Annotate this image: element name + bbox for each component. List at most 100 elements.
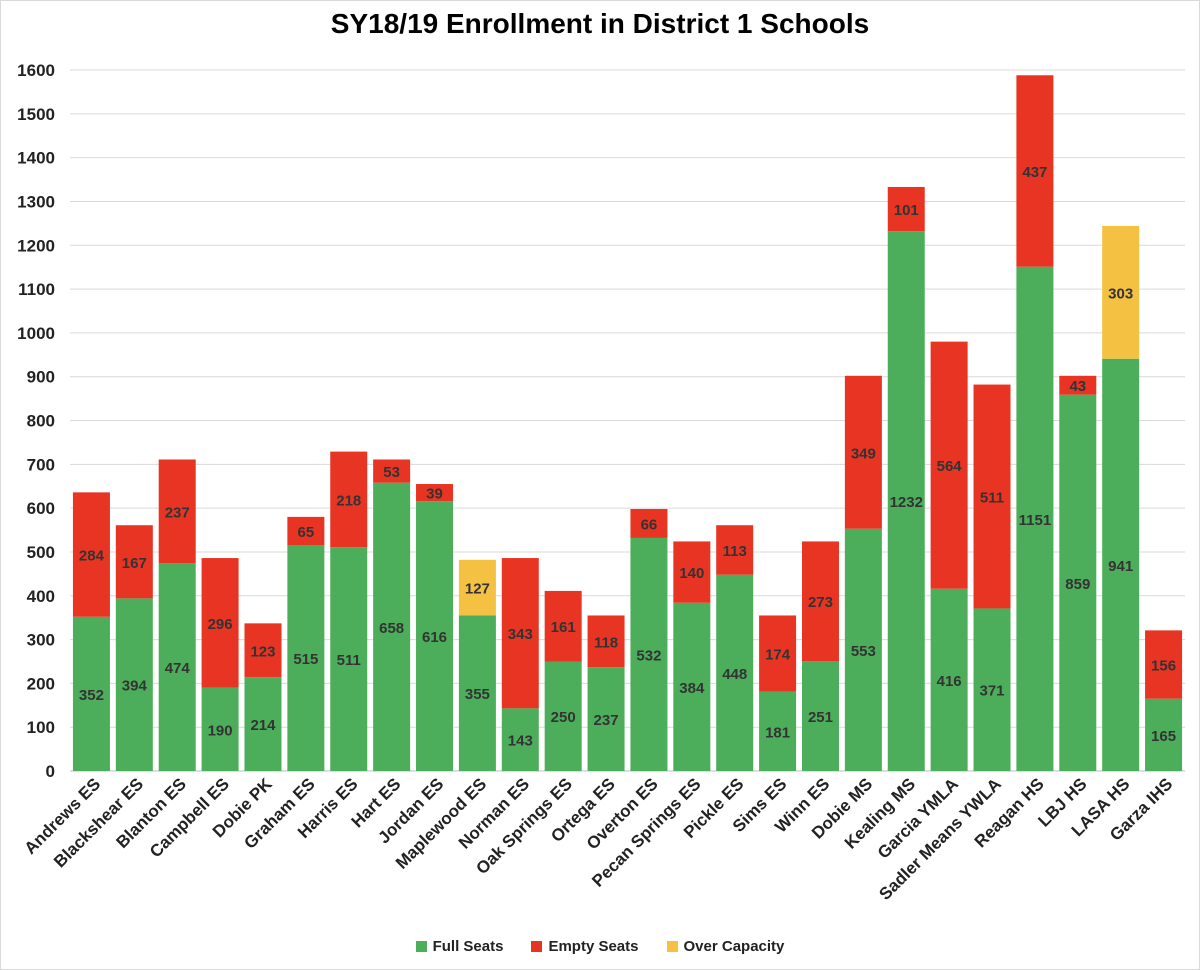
y-tick-label: 0 <box>46 762 55 781</box>
legend: Full Seats Empty Seats Over Capacity <box>0 938 1200 955</box>
data-label: 474 <box>165 660 191 677</box>
bar-full-seats <box>416 501 454 771</box>
bar-over-capacity <box>458 559 496 616</box>
data-label: 352 <box>79 687 104 704</box>
data-label: 65 <box>298 524 315 541</box>
bar-full-seats <box>1102 358 1140 771</box>
data-label: 553 <box>851 643 876 660</box>
data-label: 859 <box>1065 576 1090 593</box>
bar-empty-seats <box>115 525 153 599</box>
bar-full-seats <box>501 708 539 771</box>
bar-empty-seats <box>759 615 797 692</box>
bar-full-seats <box>458 615 496 771</box>
bar-full-seats <box>1145 698 1183 771</box>
legend-item-full-seats: Full Seats <box>415 938 504 955</box>
data-label: 511 <box>980 490 1004 507</box>
bar-full-seats <box>330 547 368 771</box>
data-label: 39 <box>426 486 443 503</box>
bar-full-seats <box>630 537 668 771</box>
data-label: 616 <box>422 629 447 646</box>
y-tick-label: 1100 <box>18 280 55 299</box>
legend-swatch-empty-seats <box>531 941 543 952</box>
data-label: 394 <box>122 678 148 695</box>
data-label: 349 <box>851 445 876 462</box>
data-label: 165 <box>1151 728 1176 745</box>
data-label: 167 <box>122 555 147 572</box>
bar-full-seats <box>72 616 110 771</box>
data-label: 156 <box>1151 658 1176 675</box>
y-tick-label: 200 <box>27 674 55 693</box>
legend-item-over-capacity: Over Capacity <box>666 938 785 955</box>
bar-full-seats <box>759 691 797 771</box>
bar-full-seats <box>244 677 282 771</box>
y-tick-label: 1200 <box>17 236 55 255</box>
legend-swatch-full-seats <box>415 941 427 952</box>
bar-empty-seats <box>287 516 325 546</box>
bar-full-seats <box>973 608 1011 771</box>
y-tick-label: 1500 <box>17 105 55 124</box>
chart-plot: 0 100 200 300 400 500 600 700 800 900 1000 1100 1200… <box>17 61 1185 904</box>
data-label: 118 <box>594 634 618 651</box>
data-label: 416 <box>937 673 962 690</box>
bar-full-seats <box>587 667 625 771</box>
bar-empty-seats <box>630 509 668 538</box>
data-label: 515 <box>293 651 318 668</box>
bar-empty-seats <box>716 525 754 575</box>
chart-title: SY18/19 Enrollment in District 1 Schools <box>330 8 870 39</box>
bar-full-seats <box>201 687 239 771</box>
bar-full-seats <box>673 602 711 771</box>
y-tick-label: 1400 <box>17 149 55 168</box>
bar-empty-seats <box>1016 75 1054 267</box>
data-label: 113 <box>723 543 747 560</box>
data-label: 66 <box>641 516 658 533</box>
bar-empty-seats <box>201 558 239 688</box>
data-label: 174 <box>765 647 791 664</box>
bar-empty-seats <box>244 623 282 678</box>
bar-full-seats <box>887 231 925 772</box>
legend-item-empty-seats: Empty Seats <box>531 938 639 955</box>
bar-empty-seats <box>330 451 368 548</box>
data-label: 941 <box>1108 558 1133 575</box>
bar-full-seats <box>373 482 411 771</box>
y-tick-label: 800 <box>27 412 55 431</box>
bar-full-seats <box>158 563 196 771</box>
data-label: 53 <box>383 464 400 481</box>
data-label: 140 <box>679 565 704 582</box>
y-tick-label: 1300 <box>17 192 55 211</box>
data-label: 218 <box>336 492 361 509</box>
bar-full-seats <box>1059 394 1097 771</box>
bar-empty-seats <box>416 484 454 502</box>
bar-empty-seats <box>1059 375 1097 395</box>
bar-full-seats <box>1016 266 1054 771</box>
legend-label-full-seats: Full Seats <box>432 938 504 955</box>
bar-empty-seats <box>673 541 711 603</box>
data-label: 511 <box>337 652 361 669</box>
y-tick-label: 100 <box>27 718 55 737</box>
bar-over-capacity <box>1102 225 1140 359</box>
legend-swatch-over-capacity <box>666 941 678 952</box>
bar-full-seats <box>115 598 153 771</box>
bar-full-seats <box>930 588 968 771</box>
bar-empty-seats <box>973 384 1011 609</box>
bar-full-seats <box>801 661 839 771</box>
y-tick-label: 600 <box>27 499 55 518</box>
bar-full-seats <box>716 574 754 771</box>
bar-empty-seats <box>72 492 110 617</box>
y-tick-label: 400 <box>27 587 55 606</box>
legend-label-over-capacity: Over Capacity <box>683 938 785 955</box>
data-label: 1232 <box>890 494 923 511</box>
data-label: 43 <box>1069 378 1086 395</box>
data-label: 143 <box>508 733 533 750</box>
data-label: 371 <box>980 683 1005 700</box>
data-label: 303 <box>1108 285 1133 302</box>
y-tick-label: 500 <box>27 543 55 562</box>
data-label: 250 <box>551 709 576 726</box>
data-label: 273 <box>808 594 833 611</box>
data-label: 181 <box>765 724 790 741</box>
data-label: 355 <box>465 686 490 703</box>
data-label: 101 <box>894 202 919 219</box>
bar-empty-seats <box>158 459 196 564</box>
data-label: 190 <box>208 722 233 739</box>
bar-empty-seats <box>887 186 925 232</box>
data-label: 237 <box>594 712 619 729</box>
